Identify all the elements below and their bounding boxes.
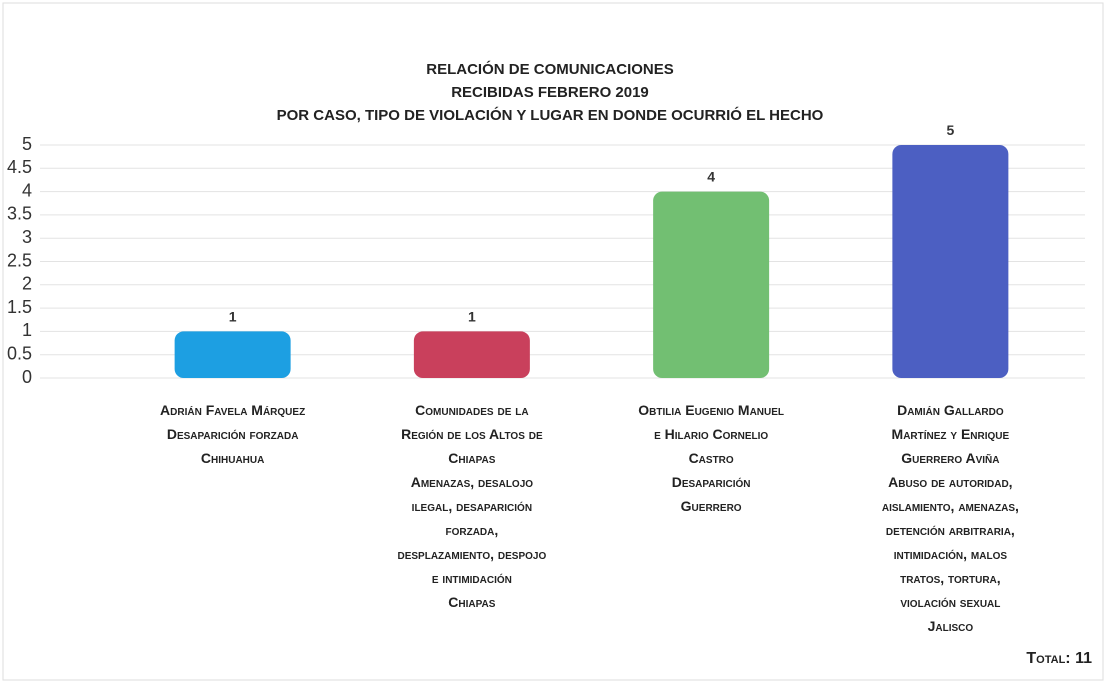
bar (413, 331, 530, 378)
value-label: 1 (468, 308, 476, 324)
y-tick-label: 0.5 (7, 343, 32, 363)
total-label: Total: (1026, 650, 1071, 667)
x-tick-label: Adrián Favela Márquez Desaparición forza… (160, 402, 306, 466)
chart-title: RELACIÓN DE COMUNICACIONES RECIBIDAS FEB… (276, 61, 824, 124)
value-label: 1 (229, 308, 237, 324)
y-tick-label: 4 (22, 180, 32, 200)
value-label: 5 (946, 122, 954, 138)
x-tick-label: Obtilia Eugenio Manuel e Hilario Corneli… (638, 402, 785, 514)
value-label: 4 (707, 169, 715, 185)
y-tick-label: 2 (22, 274, 32, 294)
y-tick-label: 5 (22, 134, 32, 154)
y-tick-label: 3 (22, 227, 32, 247)
y-tick-label: 1.5 (7, 297, 32, 317)
total-value: 11 (1075, 650, 1092, 667)
y-tick-label: 1 (22, 320, 32, 340)
y-tick-label: 3.5 (7, 204, 32, 224)
x-tick-label: Comunidades de la Región de los Altos de… (397, 402, 547, 610)
bar (174, 331, 291, 378)
y-tick-label: 0 (22, 367, 32, 387)
total: Total: 11 (1026, 650, 1092, 668)
y-tick-label: 4.5 (7, 157, 32, 177)
bar (653, 191, 770, 378)
y-tick-label: 2.5 (7, 250, 32, 270)
bar (892, 145, 1009, 378)
x-tick-label: Damián Gallardo Martínez y Enrique Guerr… (881, 402, 1019, 634)
